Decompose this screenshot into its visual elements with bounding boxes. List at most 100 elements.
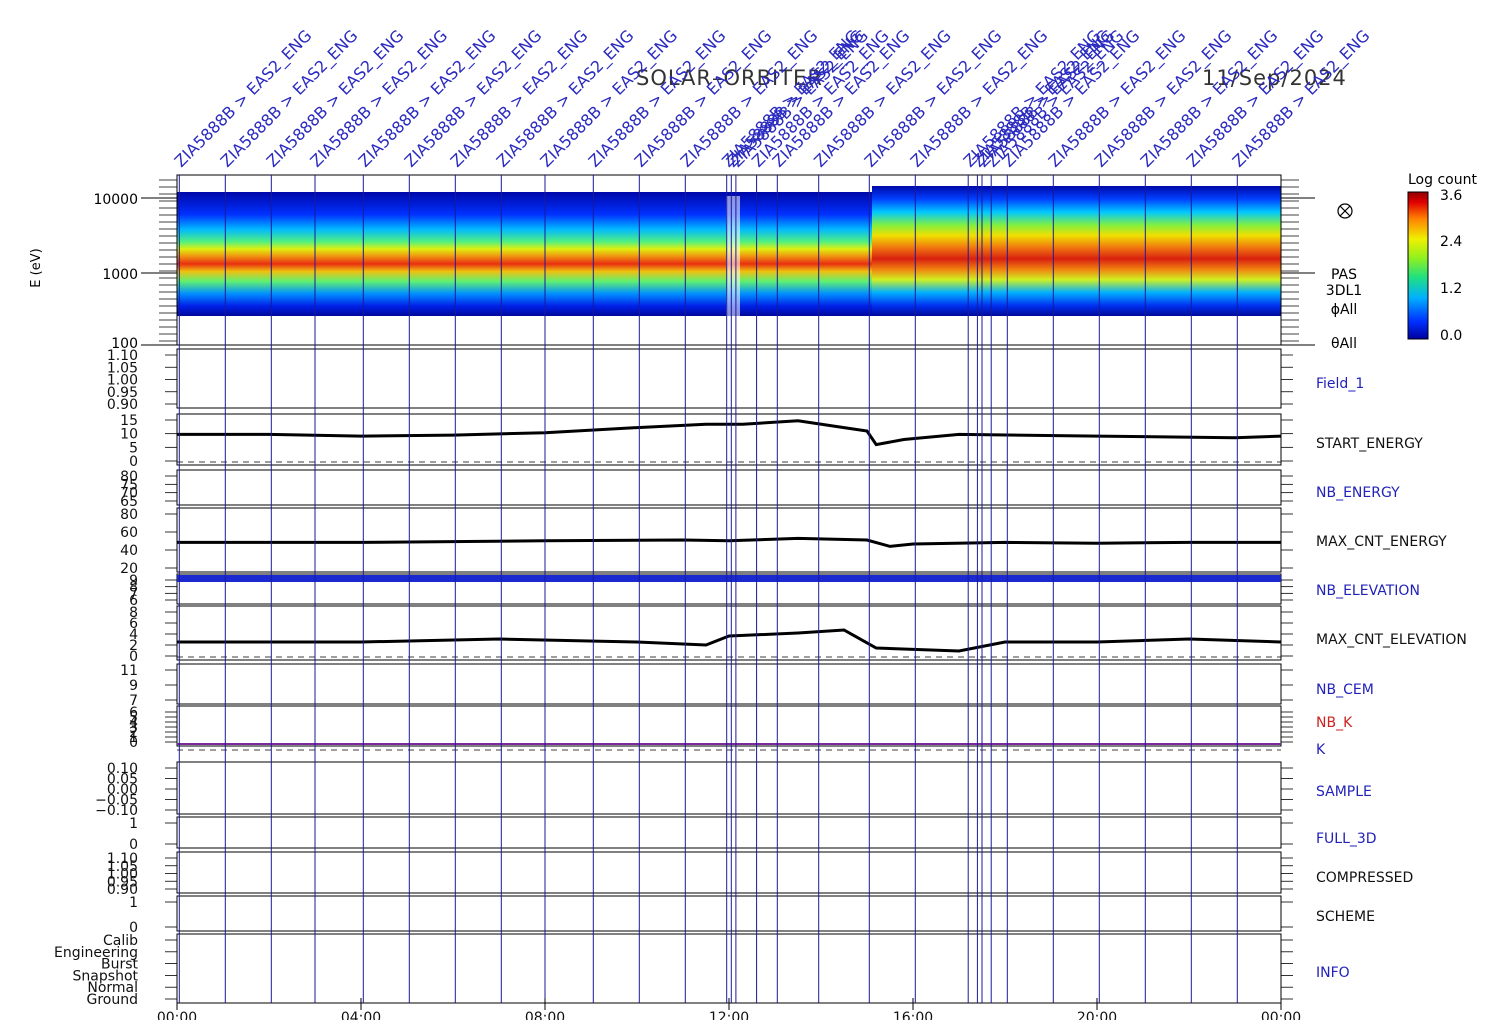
series-max-cnt-energy xyxy=(177,536,1281,548)
panel-ytick: 7 xyxy=(129,586,138,602)
panel-ytick: 80 xyxy=(120,507,138,523)
panel-max-cnt-energy: 80 60 40 20 MAX_CNT_ENERGY xyxy=(120,507,1447,578)
panel-label-max-cnt-elevation: MAX_CNT_ELEVATION xyxy=(1316,632,1467,648)
panel-ytick: 0 xyxy=(129,454,138,470)
panel-ytick: 9 xyxy=(129,573,138,589)
panel-label-scheme: SCHEME xyxy=(1316,909,1375,925)
panel-frame xyxy=(176,705,1282,747)
panel-ytick: 75 xyxy=(120,477,138,493)
panel-ytick: 3 xyxy=(129,720,138,736)
spectrogram-ytick-10000: 10000 xyxy=(93,192,138,208)
panel-label-full-3d: FULL_3D xyxy=(1316,831,1377,847)
panel-label-field-1: Field_1 xyxy=(1316,376,1364,392)
spectrogram-ytick-1000: 1000 xyxy=(102,267,138,283)
panel-scheme: 1 0 SCHEME xyxy=(129,895,1375,936)
panel-ytick: 6 xyxy=(129,593,138,609)
panel-ytick: Calib xyxy=(103,933,138,949)
spectrogram-gap xyxy=(726,196,740,346)
panel-ytick: 0 xyxy=(129,735,138,751)
panel-ytick: 1.05 xyxy=(107,360,138,376)
colorbar-tick-max: 3.6 xyxy=(1440,188,1462,204)
spectrogram-label-3dl1: 3DL1 xyxy=(1326,283,1362,299)
time-tick-label: 16:00 xyxy=(893,1010,933,1020)
panel-label-nb-elevation: NB_ELEVATION xyxy=(1316,583,1420,599)
panel-ytick: 60 xyxy=(120,525,138,541)
panel-ytick: Snapshot xyxy=(73,968,139,984)
colorbar-title: Log count xyxy=(1408,172,1477,188)
colorbar: Log count 3.6 2.4 1.2 0.0 xyxy=(1407,172,1477,344)
panel-ytick: 7 xyxy=(129,693,138,709)
panel-ytick: 0.05 xyxy=(107,772,138,788)
panel-ytick: 1 xyxy=(129,895,138,911)
panel-label-info: INFO xyxy=(1316,965,1350,981)
panel-ytick: 1.10 xyxy=(107,348,138,364)
colorbar-tick-high: 2.4 xyxy=(1440,234,1462,250)
spectrogram-ylabel: E (eV) xyxy=(29,248,44,287)
panel-frame xyxy=(176,851,1282,894)
panel-ytick: −0.05 xyxy=(95,793,138,809)
panel-ytick: 2 xyxy=(129,638,138,654)
panel-ytick: 1.00 xyxy=(107,373,138,389)
panel-ytick: 0.95 xyxy=(107,874,138,890)
panel-ytick: 8 xyxy=(129,580,138,596)
series-start-energy xyxy=(177,419,1282,447)
panel-label-nb-k: NB_K xyxy=(1316,715,1353,731)
spectrogram-panel: E (eV) 10000 1000 100 PAS 3DL1 ϕAll θAll xyxy=(29,186,1362,352)
panel-label-max-cnt-energy: MAX_CNT_ENERGY xyxy=(1316,534,1447,550)
panel-ytick: 0.10 xyxy=(107,761,138,777)
panel-k: K xyxy=(177,742,1326,758)
panel-full-3d: 1 0 FULL_3D xyxy=(129,816,1377,853)
spectrogram-band-early xyxy=(177,192,872,316)
panel-compressed: 1.101.051.000.950.90 COMPRESSED xyxy=(107,851,1413,898)
panel-ytick: 6 xyxy=(129,705,138,721)
panel-ytick: 5 xyxy=(129,440,138,456)
panel-ytick: 0.90 xyxy=(107,882,138,898)
panel-label-compressed: COMPRESSED xyxy=(1316,870,1413,886)
panel-frame xyxy=(176,761,1282,815)
panel-frame xyxy=(176,413,1282,466)
panel-label-start-energy: START_ENERGY xyxy=(1316,436,1423,452)
panel-ytick: 70 xyxy=(120,486,138,502)
panel-sample: 0.100.050.00−0.05−0.10 SAMPLE xyxy=(95,761,1372,819)
time-tick-label: 12:00 xyxy=(709,1010,749,1020)
date-title: 11/Sep/2024 xyxy=(1202,66,1347,90)
mission-title: SOLAR–ORBITER xyxy=(636,66,823,90)
panel-frame xyxy=(176,573,1282,605)
panel-ytick: Engineering xyxy=(54,945,138,961)
otimes-icon xyxy=(1337,203,1353,219)
series-max-cnt-elevation xyxy=(177,628,1282,653)
time-tick-label: 04:00 xyxy=(341,1010,381,1020)
panel-ytick: 65 xyxy=(120,494,138,510)
time-tick-label: 00:00 xyxy=(157,1010,197,1020)
panel-ytick: Ground xyxy=(87,992,139,1008)
panel-ytick: 1.00 xyxy=(107,867,138,883)
panel-ytick: 0 xyxy=(129,837,138,853)
panel-ytick: 0 xyxy=(129,649,138,665)
series-nb-elevation xyxy=(177,575,1281,582)
panel-frame xyxy=(176,816,1282,849)
panel-ytick: 0.00 xyxy=(107,782,138,798)
panel-frame xyxy=(176,895,1282,932)
panel-ytick: 40 xyxy=(120,543,138,559)
panel-ytick: 11 xyxy=(120,663,138,679)
spectrogram-label-pas: PAS xyxy=(1331,267,1357,283)
spectrogram-label-phi: ϕAll xyxy=(1331,302,1358,318)
spectrogram-label-theta: θAll xyxy=(1331,336,1357,352)
panel-frame xyxy=(176,507,1282,573)
panel-ytick: 1.05 xyxy=(107,859,138,875)
colorbar-scale xyxy=(1407,191,1429,340)
panel-ytick: 8 xyxy=(129,605,138,621)
panel-ytick: 6 xyxy=(129,616,138,632)
spectrogram-band-late xyxy=(872,186,1281,316)
panel-frame xyxy=(176,605,1282,661)
panel-ytick: 80 xyxy=(120,469,138,485)
panel-ytick: 1 xyxy=(129,730,138,746)
panel-ytick: 0 xyxy=(129,920,138,936)
